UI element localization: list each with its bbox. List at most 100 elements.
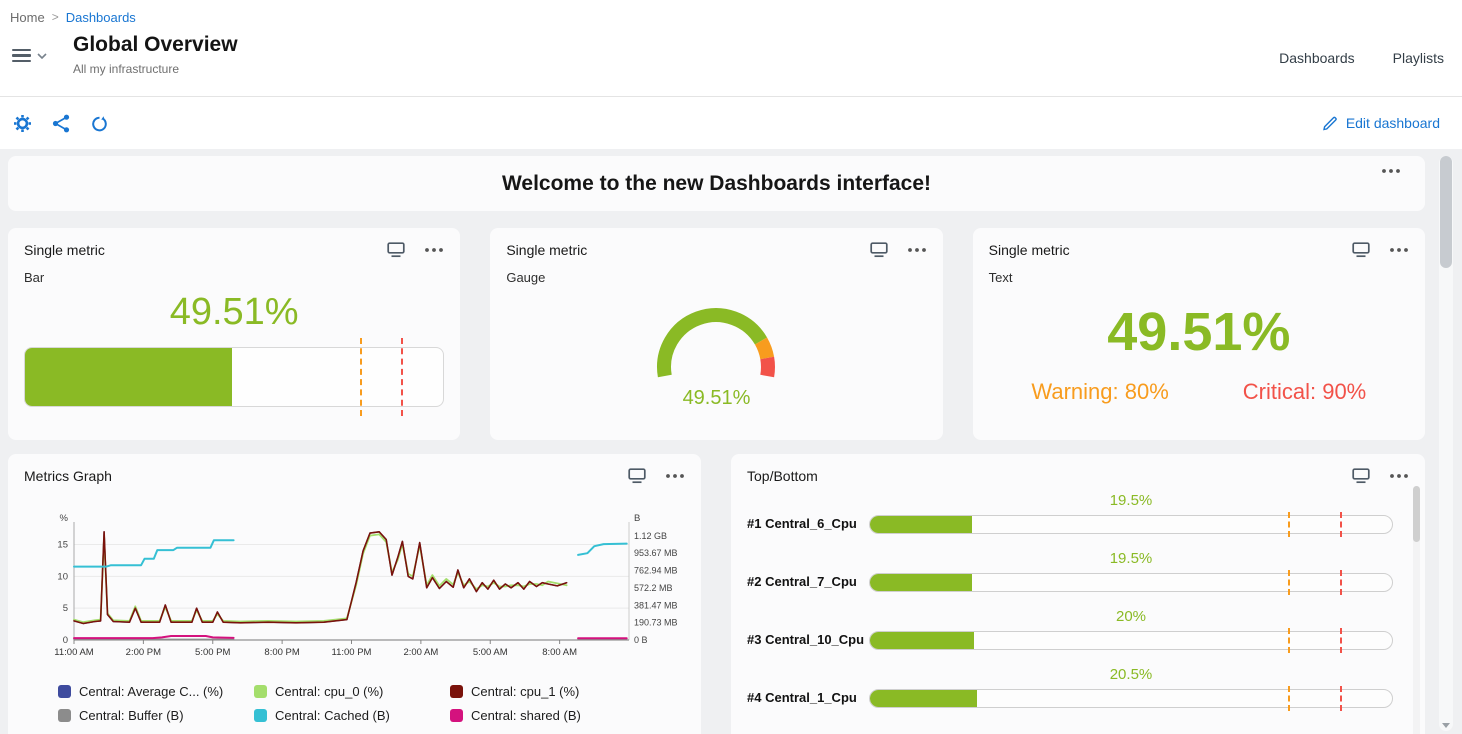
svg-text:953.67 MB: 953.67 MB: [634, 548, 678, 558]
metric-bar-track[interactable]: [869, 628, 1393, 653]
panel-display-button[interactable]: [869, 241, 889, 259]
top-bottom-row: #2 Central_7_Cpu 19.5%: [747, 550, 1393, 595]
card-subtitle: Gauge: [506, 270, 546, 285]
critical-threshold-line: [1339, 628, 1342, 653]
legend-item[interactable]: Central: Average C... (%): [58, 684, 254, 699]
toolbar: Edit dashboard: [0, 97, 1462, 149]
single-bar-track[interactable]: [24, 337, 445, 416]
card-title: Single metric: [24, 242, 105, 258]
card-scrollbar-thumb[interactable]: [1413, 486, 1420, 542]
breadcrumb-home-link[interactable]: Home: [10, 9, 45, 25]
page-scrollbar-thumb[interactable]: [1440, 156, 1452, 268]
legend-item[interactable]: Central: cpu_1 (%): [450, 684, 646, 699]
settings-button[interactable]: [12, 113, 33, 134]
card-subtitle: Bar: [24, 270, 45, 285]
metric-bar-track[interactable]: [869, 686, 1393, 711]
legend-swatch: [254, 709, 267, 722]
card-title: Metrics Graph: [24, 468, 112, 484]
svg-text:381.47 MB: 381.47 MB: [634, 600, 678, 610]
ellipsis-icon: [907, 248, 926, 252]
svg-text:1.12 GB: 1.12 GB: [634, 531, 667, 541]
single-metric-row: Single metric: [8, 228, 1425, 440]
warning-threshold-line: [1287, 628, 1290, 653]
metric-bar-fill: [870, 574, 972, 591]
gauge-chart[interactable]: [631, 289, 801, 387]
share-icon: [52, 114, 70, 132]
refresh-icon: [92, 115, 107, 131]
svg-text:5:00 PM: 5:00 PM: [195, 647, 230, 658]
panel-display-button[interactable]: [1351, 467, 1371, 485]
scrollbar-down-arrow-icon[interactable]: [1442, 723, 1450, 728]
metric-bar-track[interactable]: [869, 570, 1393, 595]
critical-threshold-line: [1339, 512, 1342, 537]
top-bottom-row: #4 Central_1_Cpu 20.5%: [747, 666, 1393, 711]
metrics-graph-legend: Central: Average C... (%) Central: cpu_0 …: [58, 684, 685, 723]
display-panel-icon: [870, 242, 888, 258]
ellipsis-icon: [425, 248, 444, 252]
card-more-menu-button[interactable]: [424, 247, 444, 253]
svg-text:2:00 PM: 2:00 PM: [126, 647, 161, 658]
card-more-menu-button[interactable]: [907, 247, 927, 253]
metric-bar-zone: 20.5%: [869, 666, 1393, 711]
card-subtitle: Text: [988, 270, 1013, 285]
metric-value-label: 20%: [1115, 608, 1147, 625]
metrics-graph-card: Metrics Graph: [8, 454, 701, 734]
edit-dashboard-button[interactable]: Edit dashboard: [1316, 114, 1446, 132]
svg-text:8:00 PM: 8:00 PM: [264, 647, 299, 658]
chevron-down-icon: [37, 52, 47, 59]
card-more-menu-button[interactable]: [665, 473, 685, 479]
metric-bar-track[interactable]: [869, 512, 1393, 537]
gauge-value: 49.51%: [682, 387, 751, 409]
svg-text:%: %: [60, 513, 69, 524]
legend-label: Central: shared (B): [471, 708, 581, 723]
page-scrollbar[interactable]: [1439, 156, 1453, 731]
legend-swatch: [450, 709, 463, 722]
card-title: Single metric: [506, 242, 588, 258]
single-metric-text-card: Single metric: [972, 228, 1425, 440]
legend-label: Central: Buffer (B): [79, 708, 184, 723]
legend-item[interactable]: Central: Cached (B): [254, 708, 450, 723]
svg-text:15: 15: [57, 540, 68, 551]
refresh-button[interactable]: [89, 113, 110, 134]
card-title: Single metric: [988, 242, 1070, 258]
header-nav: Dashboards Playlists: [1279, 50, 1444, 66]
panel-display-button[interactable]: [627, 467, 647, 485]
ellipsis-icon: [1382, 169, 1400, 173]
metrics-graph-chart[interactable]: 0 5 10 15 0 B 190.73 MB 381.47 MB 572.2 MB 762.9…: [24, 512, 685, 670]
svg-text:0 B: 0 B: [634, 635, 648, 645]
ellipsis-icon: [666, 474, 684, 478]
card-more-menu-button[interactable]: [1389, 247, 1409, 253]
metric-rank-name: #4 Central_1_Cpu: [747, 690, 857, 705]
legend-item[interactable]: Central: shared (B): [450, 708, 646, 723]
metric-value-label: 19.5%: [1109, 550, 1153, 567]
card-more-menu-button[interactable]: [1389, 473, 1409, 479]
welcome-more-menu-button[interactable]: [1381, 168, 1401, 174]
metric-bar-fill: [870, 516, 972, 533]
dashboard-menu-button[interactable]: [10, 47, 49, 64]
card-scrollbar[interactable]: [1413, 486, 1420, 734]
pencil-icon: [1322, 116, 1337, 131]
top-bottom-row: #3 Central_10_Cpu 20%: [747, 608, 1393, 653]
legend-item[interactable]: Central: Buffer (B): [58, 708, 254, 723]
legend-swatch: [254, 685, 267, 698]
legend-swatch: [58, 685, 71, 698]
nav-dashboards[interactable]: Dashboards: [1279, 50, 1355, 66]
single-bar-warning-line: [359, 337, 362, 416]
share-button[interactable]: [51, 113, 71, 134]
panel-display-button[interactable]: [1351, 241, 1371, 259]
metric-bar-fill: [870, 690, 977, 707]
metric-bar-zone: 19.5%: [869, 550, 1393, 595]
critical-threshold-line: [1339, 570, 1342, 595]
legend-swatch: [58, 709, 71, 722]
critical-threshold-line: [1339, 686, 1342, 711]
legend-label: Central: cpu_0 (%): [275, 684, 384, 699]
panel-display-button[interactable]: [386, 241, 406, 259]
legend-label: Central: Cached (B): [275, 708, 390, 723]
gear-icon: [14, 114, 31, 132]
breadcrumb-dashboards-link[interactable]: Dashboards: [65, 9, 136, 25]
legend-item[interactable]: Central: cpu_0 (%): [254, 684, 450, 699]
toolbar-icons: [12, 113, 110, 134]
display-panel-icon: [1352, 468, 1370, 484]
nav-playlists[interactable]: Playlists: [1392, 50, 1444, 66]
ellipsis-icon: [1390, 474, 1408, 478]
